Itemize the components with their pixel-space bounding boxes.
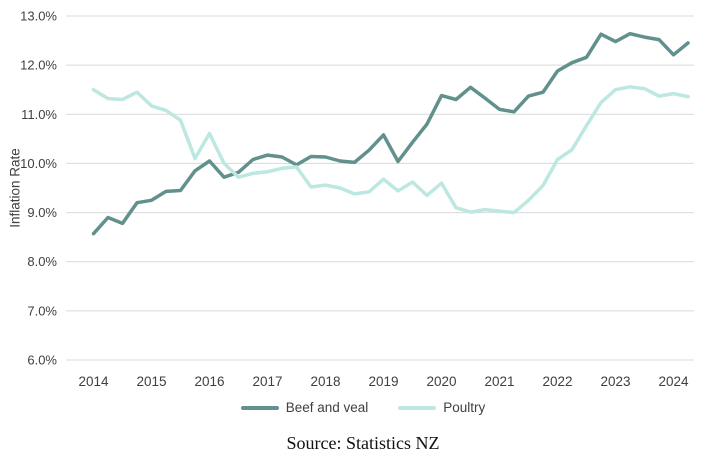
legend-label-poultry: Poultry xyxy=(443,400,486,415)
x-tick-label: 2017 xyxy=(252,374,282,389)
x-tick-label: 2024 xyxy=(658,374,689,389)
y-tick-label: 8.0% xyxy=(27,254,57,269)
series-line-poultry xyxy=(91,85,690,215)
y-axis-title: Inflation Rate xyxy=(7,148,23,228)
x-tick-label: 2015 xyxy=(136,374,166,389)
y-tick-label: 6.0% xyxy=(27,353,57,368)
y-tick-label: 12.0% xyxy=(20,58,57,73)
x-tick-label: 2022 xyxy=(542,374,572,389)
legend-label-beef-and-veal: Beef and veal xyxy=(285,400,369,415)
y-tick-label: 9.0% xyxy=(27,205,57,220)
x-tick-label: 2016 xyxy=(194,374,224,389)
y-tick-label: 7.0% xyxy=(27,303,57,318)
x-tick-label: 2019 xyxy=(368,374,398,389)
legend-item-poultry: Poultry xyxy=(398,400,485,415)
x-tick-label: 2023 xyxy=(600,374,630,389)
x-tick-label: 2014 xyxy=(78,374,109,389)
poultry-line-swatch xyxy=(398,405,437,410)
series-line-beef-and-veal xyxy=(91,31,690,236)
legend-item-beef-and-veal: Beef and veal xyxy=(240,400,369,415)
x-tick-label: 2020 xyxy=(426,374,456,389)
y-tick-label: 11.0% xyxy=(21,107,57,122)
chart-legend: Beef and veal Poultry xyxy=(0,400,726,415)
x-tick-label: 2018 xyxy=(310,374,340,389)
y-tick-label: 10.0% xyxy=(20,156,57,171)
source-note: Source: Statistics NZ xyxy=(286,433,440,453)
y-tick-label: 13.0% xyxy=(20,9,57,24)
beef-and-veal-line-swatch xyxy=(240,405,279,410)
x-tick-label: 2021 xyxy=(484,374,514,389)
